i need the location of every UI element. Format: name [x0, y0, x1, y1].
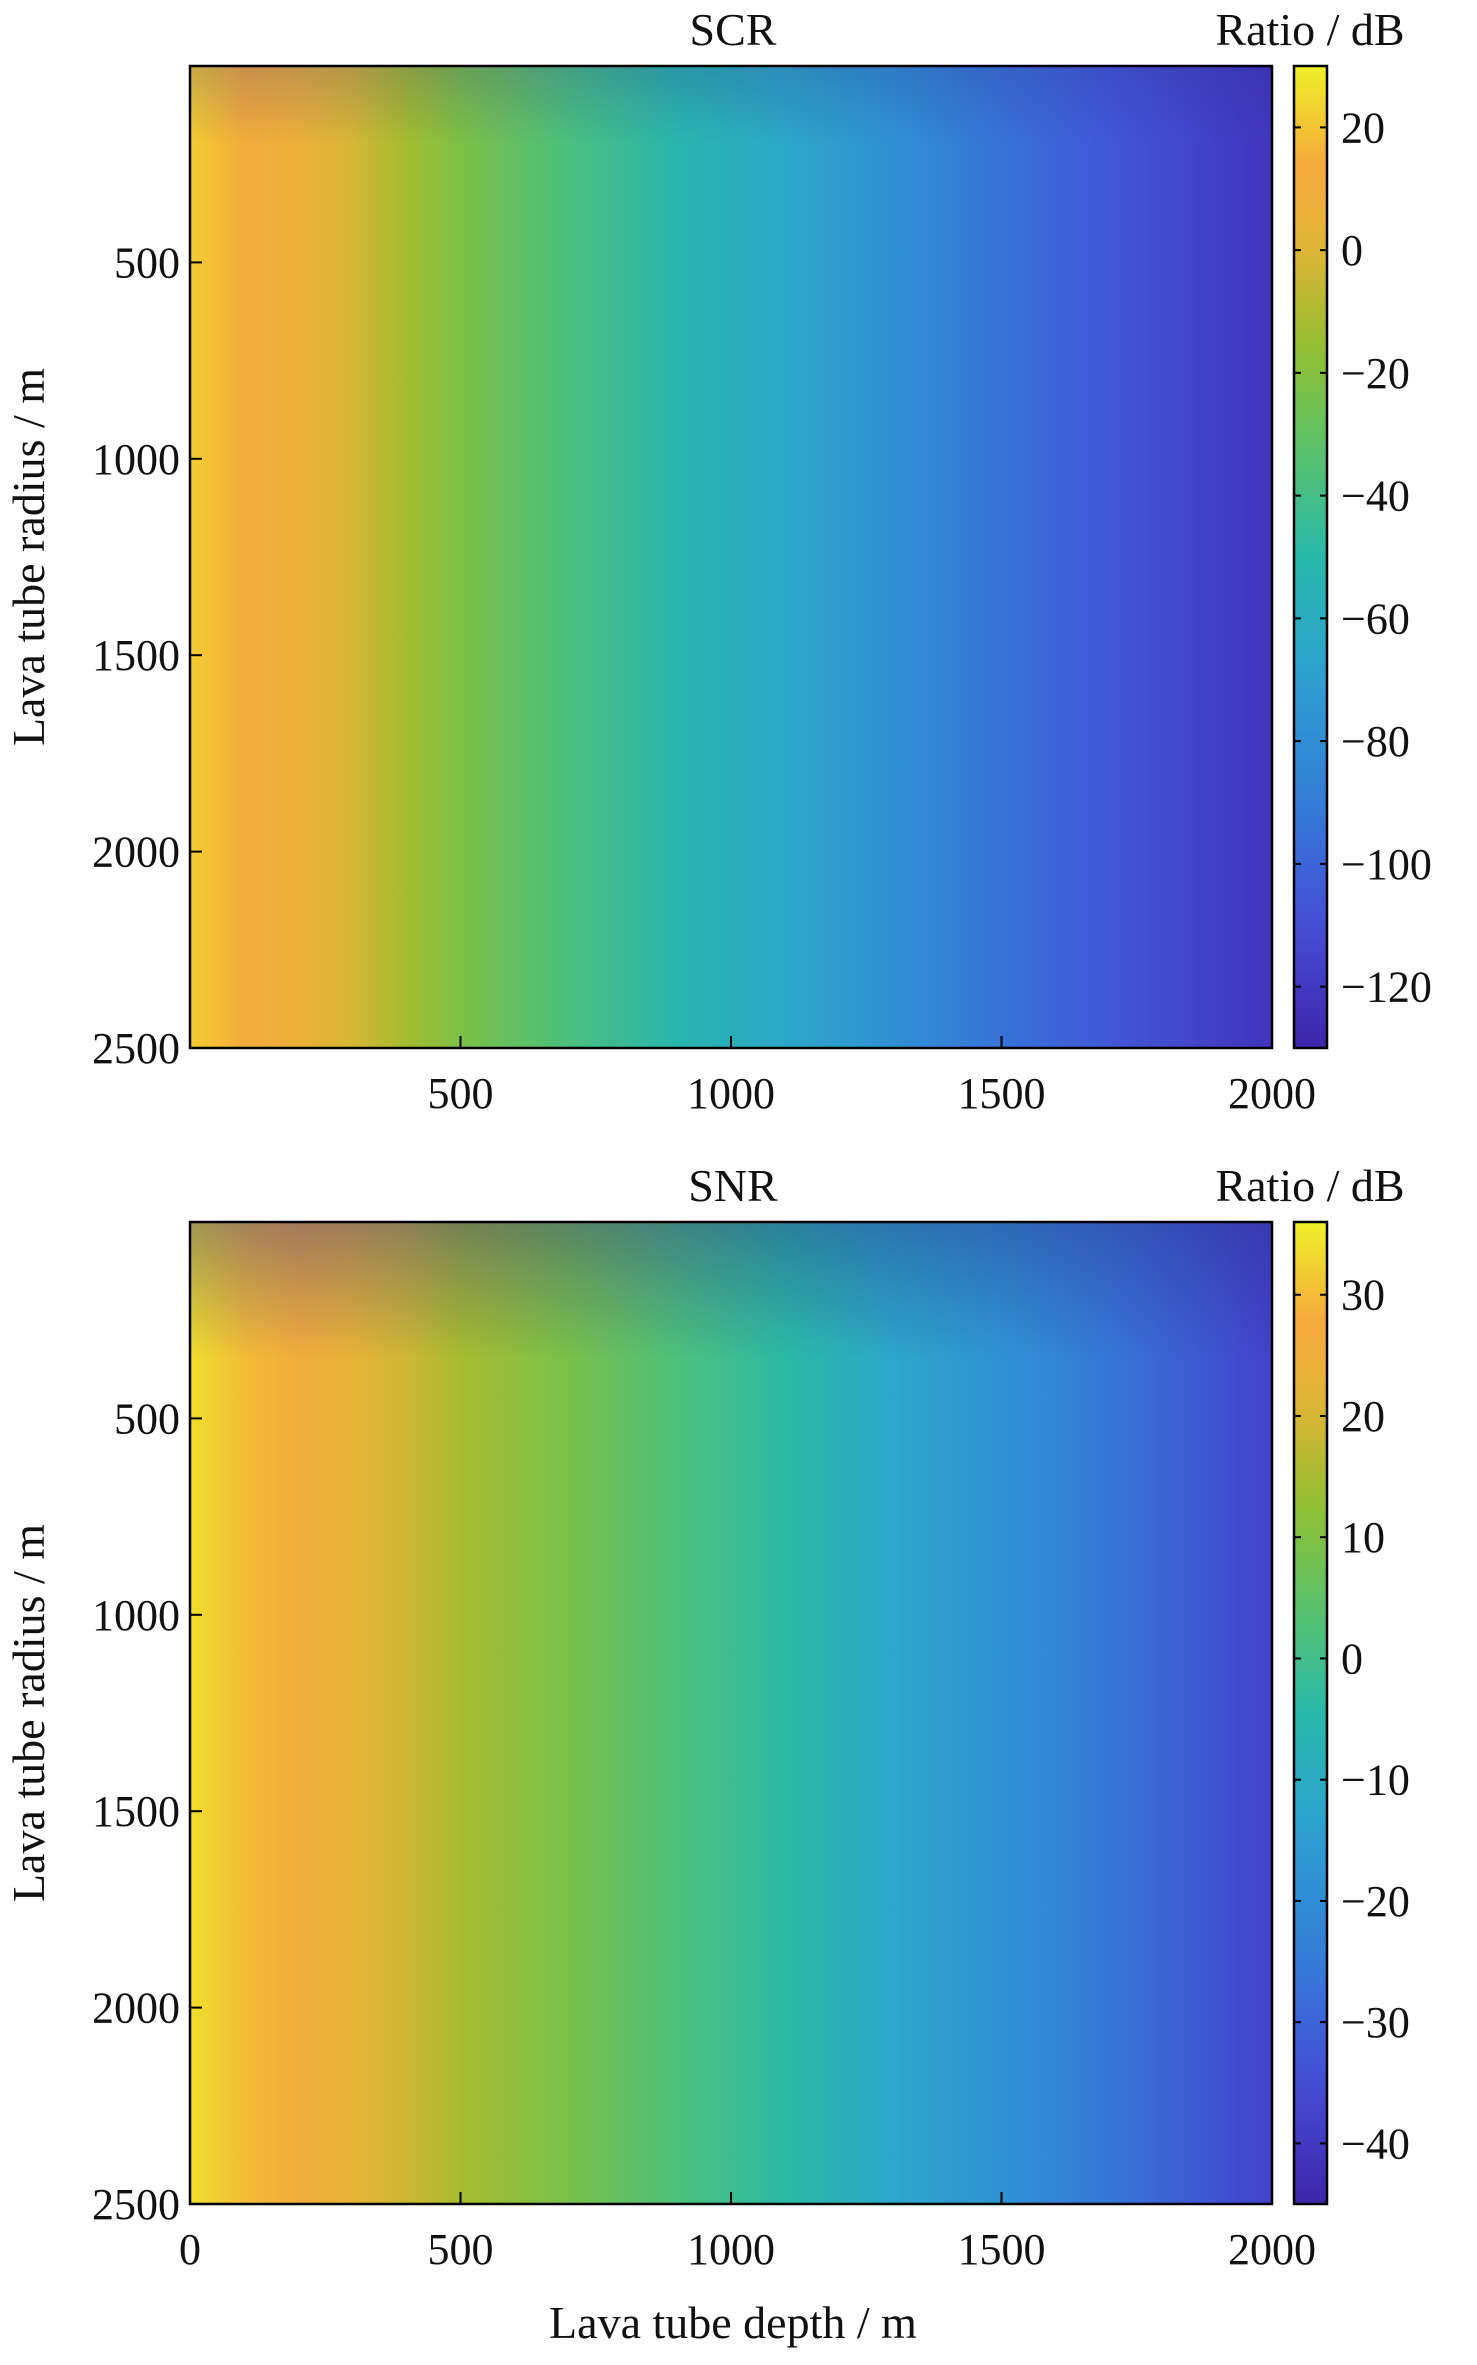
- x-tick-label: 2000: [1228, 1069, 1316, 1118]
- colorbar-tick-label: 30: [1341, 1271, 1385, 1320]
- colorbar-tick-label: 10: [1341, 1513, 1385, 1562]
- x-tick-label: 2000: [1228, 2225, 1316, 2274]
- y-tick-label: 2000: [92, 1984, 180, 2033]
- y-tick-label: 2500: [92, 1024, 180, 1073]
- y-tick-label: 1500: [92, 631, 180, 680]
- y-axis-ticks: 500 1000 1500 2000 2500: [92, 238, 202, 1073]
- colorbar-tick-label: −120: [1341, 963, 1432, 1012]
- y-axis-ticks: 500 1000 1500 2000 2500: [92, 1394, 202, 2229]
- snr-panel: SNR 0 500 1000 1500 2000 500 1000 1500 2000 2500…: [3, 1160, 1410, 2348]
- colorbar-tick-label: −40: [1341, 472, 1410, 521]
- x-tick-label: 1500: [958, 2225, 1046, 2274]
- x-tick-label: 0: [179, 2225, 201, 2274]
- chart-title: SCR: [690, 4, 777, 55]
- colorbar-tick-label: −20: [1341, 349, 1410, 398]
- y-tick-label: 2000: [92, 828, 180, 877]
- x-tick-label: 1000: [687, 2225, 775, 2274]
- colorbar-tick-label: 20: [1341, 103, 1385, 152]
- y-tick-label: 2500: [92, 2180, 180, 2229]
- colorbar-tick-label: 20: [1341, 1392, 1385, 1441]
- colorbar-ticks: 30 20 10 0 −10 −20 −30 −40: [1294, 1271, 1410, 2168]
- colorbar-tick-label: −40: [1341, 2119, 1410, 2168]
- heatmap-radius-shading: [190, 66, 1272, 1048]
- y-axis-label: Lava tube radius / m: [3, 1524, 54, 1902]
- heatmap-radius-shading: [190, 1222, 1272, 2204]
- colorbar-tick-label: −100: [1341, 840, 1432, 889]
- y-tick-label: 1000: [92, 1591, 180, 1640]
- chart-title: SNR: [688, 1160, 778, 1211]
- y-tick-label: 1500: [92, 1787, 180, 1836]
- colorbar-tick-label: −80: [1341, 717, 1410, 766]
- x-axis-ticks: 0 500 1000 1500 2000: [179, 2192, 1316, 2274]
- colorbar: [1292, 64, 1329, 1050]
- y-tick-label: 1000: [92, 435, 180, 484]
- x-tick-label: 500: [428, 1069, 494, 1118]
- colorbar-tick-label: 0: [1341, 226, 1363, 275]
- colorbar-ticks: 20 0 −20 −40 −60 −80 −100 −120: [1294, 103, 1432, 1012]
- colorbar-tick-label: −10: [1341, 1756, 1410, 1805]
- x-tick-label: 1000: [687, 1069, 775, 1118]
- colorbar: [1292, 1220, 1329, 2206]
- colorbar-tick-label: 0: [1341, 1634, 1363, 1683]
- x-tick-label: 1500: [958, 1069, 1046, 1118]
- colorbar-title: Ratio / dB: [1215, 4, 1404, 55]
- y-tick-label: 500: [114, 238, 180, 287]
- y-axis-label: Lava tube radius / m: [3, 368, 54, 746]
- x-axis-ticks: 500 1000 1500 2000: [428, 1036, 1316, 1118]
- colorbar-tick-label: −30: [1341, 1998, 1410, 2047]
- scr-panel: SCR 500 1000 1500 2000 5001000150020002500 …: [3, 4, 1432, 1118]
- colorbar-title: Ratio / dB: [1215, 1160, 1404, 1211]
- colorbar-tick-label: −20: [1341, 1877, 1410, 1926]
- colorbar-tick-label: −60: [1341, 594, 1410, 643]
- x-tick-label: 500: [428, 2225, 494, 2274]
- x-axis-label: Lava tube depth / m: [549, 2297, 917, 2348]
- y-tick-label: 500: [114, 1394, 180, 1443]
